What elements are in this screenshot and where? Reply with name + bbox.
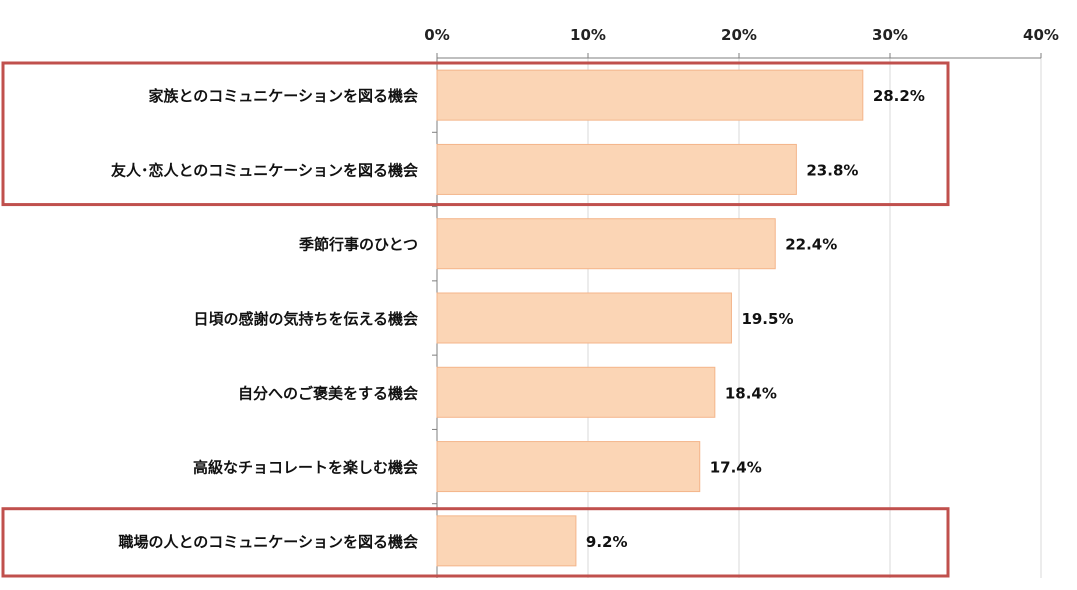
x-tick-label: 10% bbox=[570, 26, 606, 44]
bar-value-label: 18.4% bbox=[725, 384, 777, 402]
bar bbox=[436, 143, 797, 195]
category-label: 自分へのご褒美をする機会 bbox=[238, 384, 418, 402]
category-label: 日頃の感謝の気持ちを伝える機会 bbox=[193, 310, 418, 328]
category-label: 家族とのコミュニケーションを図る機会 bbox=[148, 87, 418, 105]
bar-value-label: 9.2% bbox=[586, 533, 628, 551]
bar bbox=[436, 292, 732, 344]
category-label: 高級なチョコレートを楽しむ機会 bbox=[193, 459, 418, 477]
bar bbox=[436, 218, 776, 270]
bar bbox=[436, 515, 577, 567]
category-label: 友人･恋人とのコミュニケーションを図る機会 bbox=[111, 161, 418, 179]
bar-value-label: 23.8% bbox=[806, 161, 858, 179]
highlight-box bbox=[1, 507, 950, 578]
bar bbox=[436, 441, 701, 493]
category-label: 職場の人とのコミュニケーションを図る機会 bbox=[118, 533, 418, 551]
bar-value-label: 28.2% bbox=[873, 87, 925, 105]
x-tick-label: 20% bbox=[721, 26, 757, 44]
bar-value-label: 17.4% bbox=[710, 459, 762, 477]
category-label: 季節行事のひとつ bbox=[299, 236, 418, 254]
bar-value-label: 22.4% bbox=[785, 236, 837, 254]
x-tick-label: 0% bbox=[424, 26, 449, 44]
highlight-box bbox=[1, 61, 950, 207]
bar bbox=[436, 366, 716, 418]
labels: 0% 10% 20% 30% 40% 28.2% 家族とのコミュニケーションを図る機会 23.… bbox=[111, 26, 1059, 551]
bars bbox=[436, 69, 864, 567]
x-tick-label: 30% bbox=[872, 26, 908, 44]
bar bbox=[436, 69, 864, 121]
x-tick-label: 40% bbox=[1023, 26, 1059, 44]
highlight-boxes bbox=[1, 61, 950, 578]
bar-value-label: 19.5% bbox=[741, 310, 793, 328]
